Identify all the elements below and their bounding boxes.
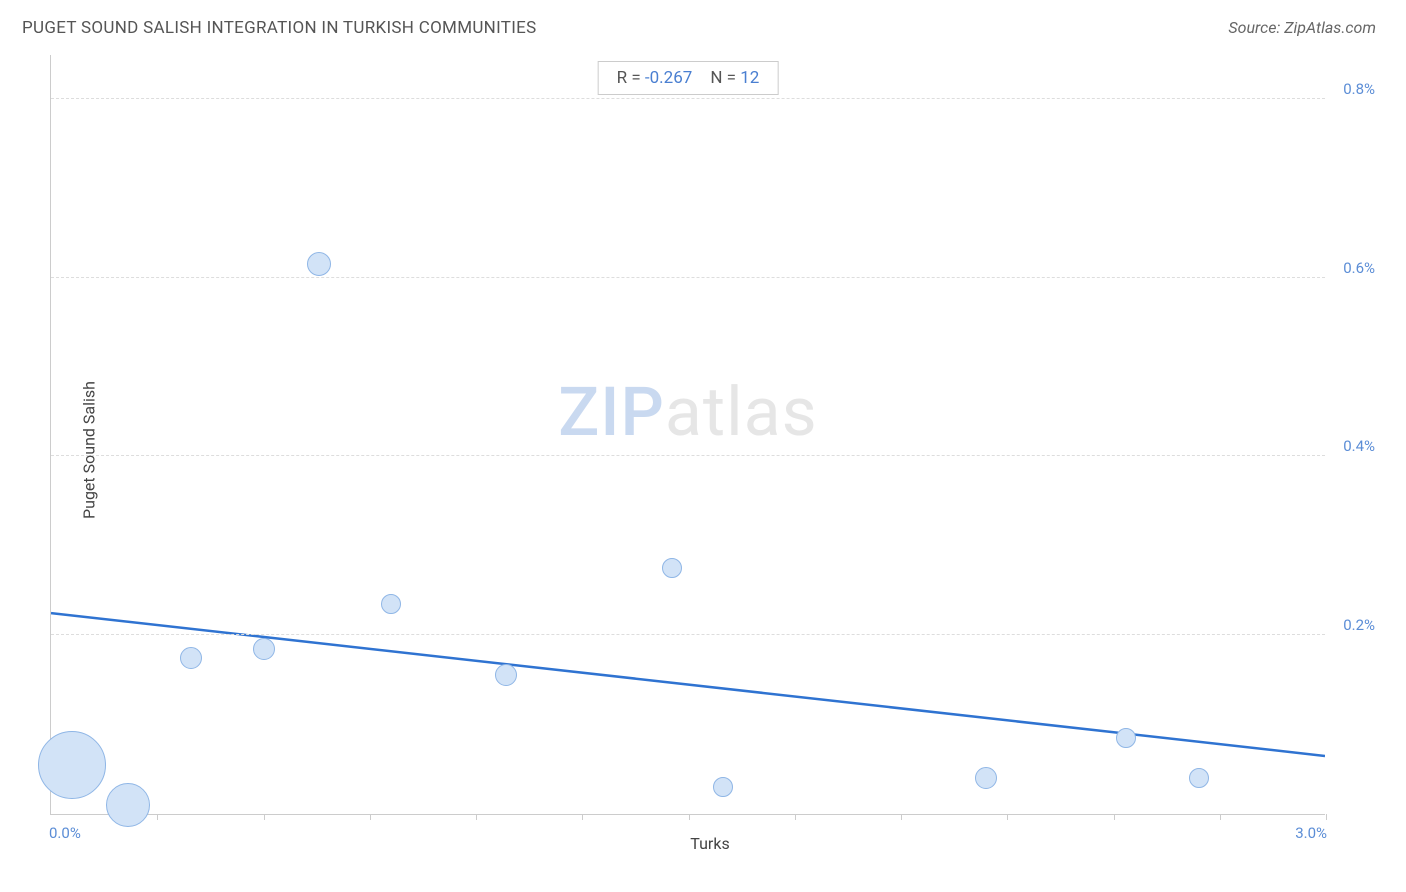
watermark: ZIPatlas [558, 372, 818, 452]
chart-header: PUGET SOUND SALISH INTEGRATION IN TURKIS… [0, 0, 1406, 38]
r-stat: R = -0.267 [617, 68, 693, 88]
x-max-label: 3.0% [1295, 824, 1327, 842]
scatter-point[interactable] [495, 664, 517, 686]
r-label: R = [617, 68, 641, 88]
gridline-h [51, 277, 1325, 278]
gridline-h [51, 455, 1325, 456]
stats-box: R = -0.267 N = 12 [598, 61, 779, 95]
x-tick-mark [1114, 814, 1115, 820]
x-tick-mark [795, 814, 796, 820]
scatter-point[interactable] [975, 767, 997, 789]
n-value: 12 [740, 68, 759, 88]
scatter-point[interactable] [381, 594, 401, 614]
n-label: N = [710, 68, 736, 88]
x-tick-mark [1220, 814, 1221, 820]
scatter-point[interactable] [1116, 728, 1136, 748]
x-tick-mark [689, 814, 690, 820]
chart-container: Puget Sound Salish ZIPatlas R = -0.267 N… [50, 55, 1370, 845]
source-attribution: Source: ZipAtlas.com [1228, 18, 1376, 37]
x-tick-mark [476, 814, 477, 820]
watermark-atlas: atlas [665, 372, 818, 452]
x-tick-mark [370, 814, 371, 820]
x-tick-mark [264, 814, 265, 820]
x-axis-label: Turks [690, 834, 729, 853]
plot-area: ZIPatlas R = -0.267 N = 12 0.0% 3.0% 0.2… [50, 55, 1325, 815]
scatter-point[interactable] [253, 638, 275, 660]
scatter-point[interactable] [38, 731, 106, 799]
scatter-point[interactable] [1189, 768, 1209, 788]
y-tick-label: 0.4% [1343, 437, 1375, 455]
n-stat: N = 12 [710, 68, 759, 88]
x-tick-mark [1007, 814, 1008, 820]
y-tick-label: 0.6% [1343, 259, 1375, 277]
x-tick-mark [582, 814, 583, 820]
x-tick-mark [1326, 814, 1327, 820]
scatter-point[interactable] [106, 783, 150, 827]
y-tick-label: 0.8% [1343, 80, 1375, 98]
watermark-zip: ZIP [558, 372, 665, 452]
y-tick-label: 0.2% [1343, 616, 1375, 634]
scatter-point[interactable] [307, 252, 331, 276]
scatter-point[interactable] [180, 647, 202, 669]
trend-line [51, 55, 1325, 814]
scatter-point[interactable] [662, 558, 682, 578]
x-tick-mark [901, 814, 902, 820]
chart-title: PUGET SOUND SALISH INTEGRATION IN TURKIS… [22, 18, 537, 38]
x-min-label: 0.0% [49, 824, 81, 842]
r-value: -0.267 [645, 68, 692, 88]
gridline-h [51, 98, 1325, 99]
gridline-h [51, 634, 1325, 635]
scatter-point[interactable] [713, 777, 733, 797]
x-tick-mark [157, 814, 158, 820]
